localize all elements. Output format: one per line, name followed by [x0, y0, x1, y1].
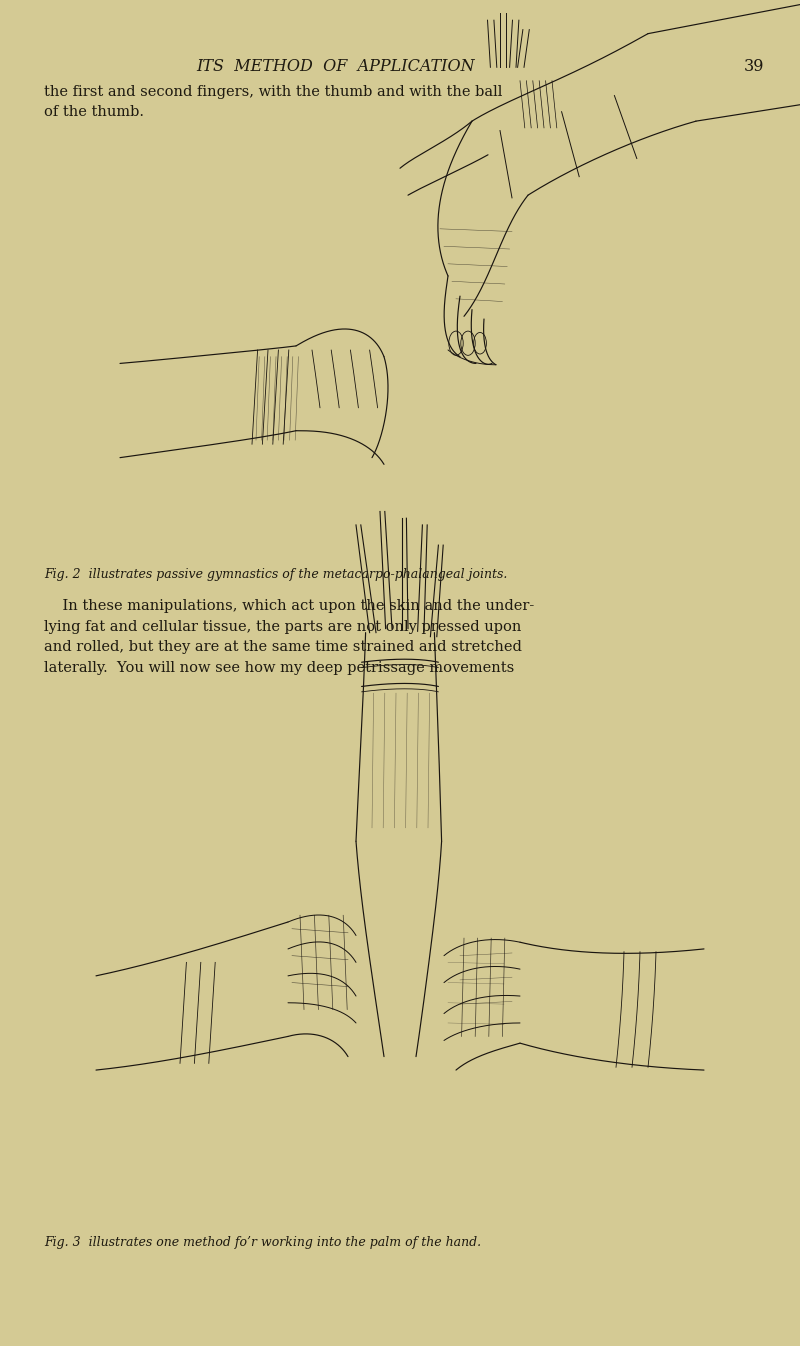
Text: Fig. 2  illustrates passive gymnastics of the metacarpo-phalangeal joints.: Fig. 2 illustrates passive gymnastics of…	[44, 568, 507, 581]
Text: ITS  METHOD  OF  APPLICATION: ITS METHOD OF APPLICATION	[197, 58, 475, 75]
Text: Fig. 3  illustrates one method fo’r working into the palm of the hand.: Fig. 3 illustrates one method fo’r worki…	[44, 1236, 481, 1249]
Text: In these manipulations, which act upon the skin and the under-
lying fat and cel: In these manipulations, which act upon t…	[44, 599, 534, 674]
Text: 39: 39	[744, 58, 765, 75]
Text: the first and second fingers, with the thumb and with the ball
of the thumb.: the first and second fingers, with the t…	[44, 85, 502, 120]
